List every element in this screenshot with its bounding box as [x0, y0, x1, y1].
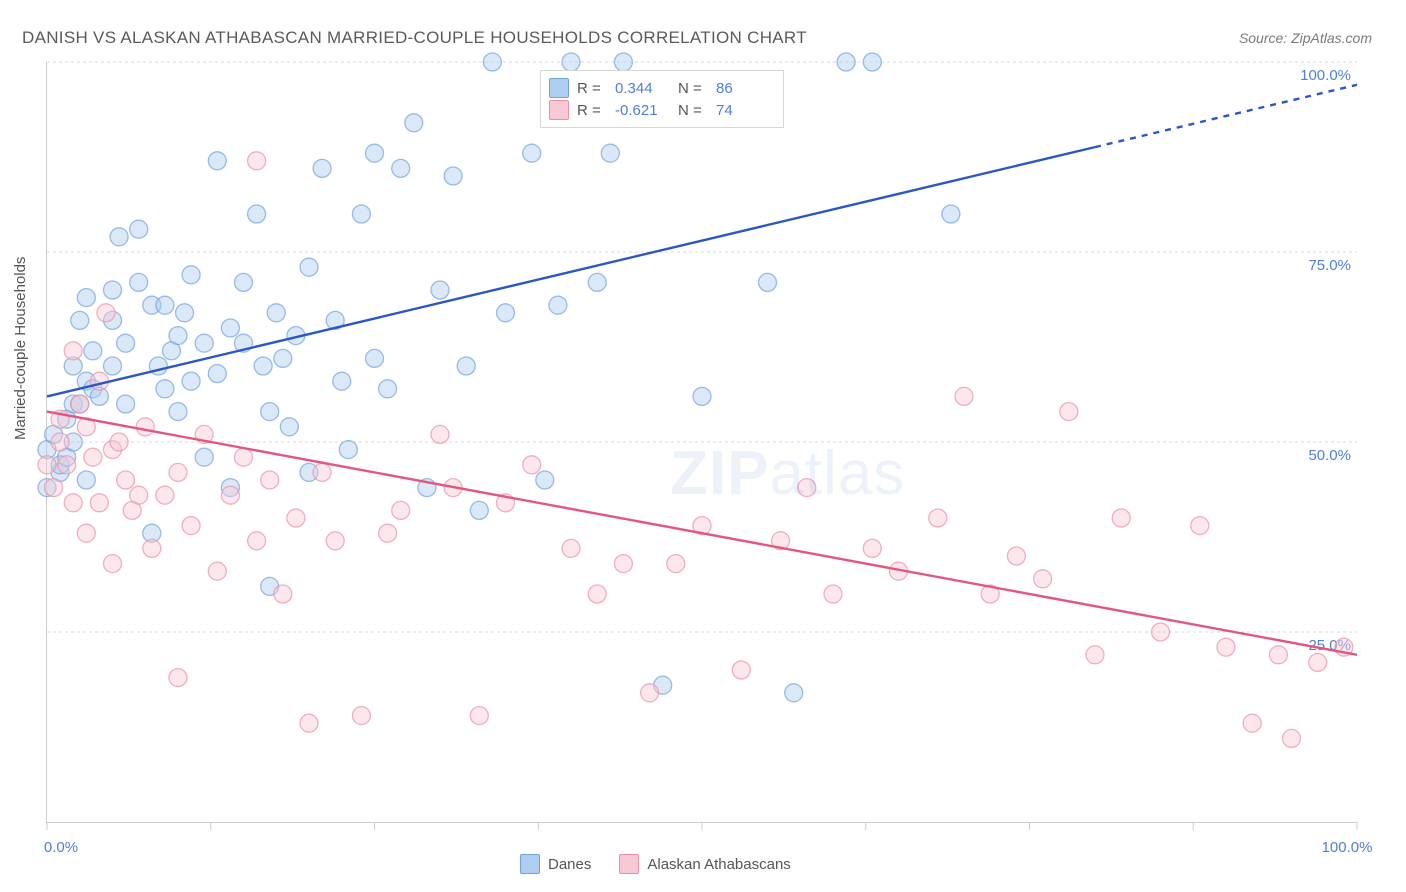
n-value: 74 — [716, 102, 771, 119]
legend-swatch-icon — [520, 854, 540, 874]
legend-label: Danes — [548, 856, 591, 873]
legend-series: Danes Alaskan Athabascans — [520, 854, 791, 874]
legend-swatch-icon — [549, 78, 569, 98]
chart-title: DANISH VS ALASKAN ATHABASCAN MARRIED-COU… — [22, 28, 807, 48]
r-label: R = — [577, 80, 607, 97]
chart-svg: 25.0%50.0%75.0%100.0%0.0%100.0% — [47, 62, 1357, 822]
svg-text:100.0%: 100.0% — [1300, 67, 1351, 84]
n-label: N = — [678, 102, 708, 119]
legend-swatch-icon — [549, 100, 569, 120]
legend-stats-row: R = 0.344 N = 86 — [549, 77, 771, 99]
r-value: -0.621 — [615, 102, 670, 119]
svg-text:100.0%: 100.0% — [1322, 839, 1373, 856]
legend-item: Alaskan Athabascans — [619, 854, 790, 874]
legend-label: Alaskan Athabascans — [647, 856, 790, 873]
legend-swatch-icon — [619, 854, 639, 874]
plot-area: 25.0%50.0%75.0%100.0%0.0%100.0% — [46, 62, 1357, 823]
svg-text:75.0%: 75.0% — [1308, 257, 1351, 274]
legend-item: Danes — [520, 854, 591, 874]
y-axis-title: Married-couple Households — [12, 257, 29, 440]
n-label: N = — [678, 80, 708, 97]
legend-stats-row: R = -0.621 N = 74 — [549, 99, 771, 121]
legend-stats: R = 0.344 N = 86 R = -0.621 N = 74 — [540, 70, 784, 128]
svg-text:50.0%: 50.0% — [1308, 447, 1351, 464]
r-value: 0.344 — [615, 80, 670, 97]
chart-container: DANISH VS ALASKAN ATHABASCAN MARRIED-COU… — [0, 0, 1406, 892]
svg-text:0.0%: 0.0% — [44, 839, 78, 856]
source-attribution: Source: ZipAtlas.com — [1239, 30, 1372, 46]
n-value: 86 — [716, 80, 771, 97]
r-label: R = — [577, 102, 607, 119]
